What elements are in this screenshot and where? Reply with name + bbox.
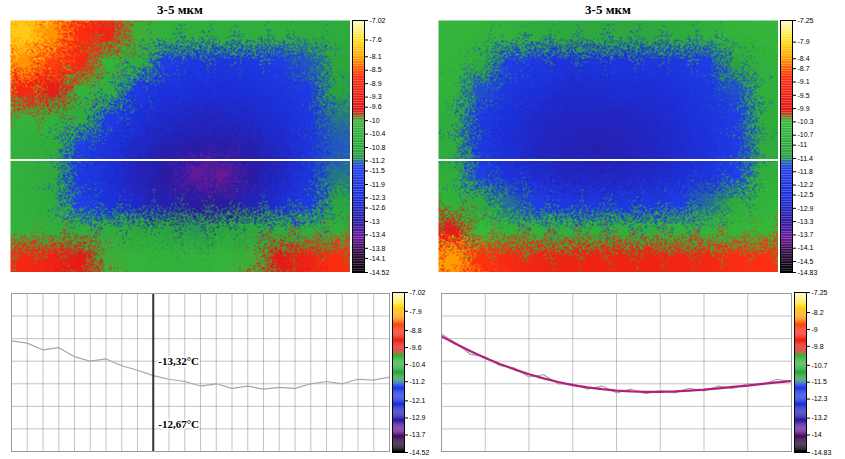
- svg-text:-7.9: -7.9: [798, 38, 810, 45]
- svg-text:-11.8: -11.8: [798, 168, 814, 175]
- svg-text:-11.5: -11.5: [812, 378, 828, 385]
- svg-text:-11.2: -11.2: [410, 378, 426, 385]
- svg-text:-9.3: -9.3: [370, 93, 382, 100]
- svg-text:-11.5: -11.5: [370, 167, 386, 174]
- svg-text:-8.8: -8.8: [410, 327, 422, 334]
- svg-text:-9.1: -9.1: [798, 78, 810, 85]
- svg-text:-13.7: -13.7: [410, 431, 426, 438]
- svg-text:-7.02: -7.02: [370, 17, 386, 24]
- svg-text:-9: -9: [812, 326, 818, 333]
- svg-text:-8.5: -8.5: [370, 66, 382, 73]
- svg-text:-13,32°C: -13,32°C: [158, 355, 199, 367]
- svg-text:-7.25: -7.25: [798, 17, 814, 24]
- html-text:3-5 мкм: 3-5 мкм: [157, 2, 203, 17]
- svg-text:-7.02: -7.02: [410, 289, 426, 296]
- svg-text:-11.2: -11.2: [370, 157, 386, 164]
- svg-text:-8.1: -8.1: [370, 53, 382, 60]
- svg-text:-13.2: -13.2: [812, 414, 828, 421]
- svg-text:-12.3: -12.3: [812, 395, 828, 402]
- svg-text:-9.5: -9.5: [798, 92, 810, 99]
- svg-text:-12.3: -12.3: [370, 194, 386, 201]
- svg-text:-13.7: -13.7: [798, 231, 814, 238]
- svg-text:-9.8: -9.8: [812, 343, 824, 350]
- svg-text:-12.6: -12.6: [370, 204, 386, 211]
- svg-text:-11.9: -11.9: [370, 181, 386, 188]
- svg-text:-7.9: -7.9: [410, 308, 422, 315]
- svg-text:-9.6: -9.6: [410, 344, 422, 351]
- svg-text:-7.6: -7.6: [370, 36, 382, 43]
- svg-text:-12,67°C: -12,67°C: [158, 418, 199, 430]
- svg-text:-8.4: -8.4: [798, 55, 810, 62]
- svg-text:-7.25: -7.25: [812, 289, 828, 296]
- svg-text:-13.4: -13.4: [370, 231, 386, 238]
- svg-text:-10.4: -10.4: [370, 130, 386, 137]
- svg-text:-12.2: -12.2: [798, 181, 814, 188]
- svg-text:-11: -11: [798, 141, 808, 148]
- svg-text:-14.1: -14.1: [798, 244, 814, 251]
- svg-text:-10.7: -10.7: [812, 362, 828, 369]
- svg-text:-9.9: -9.9: [798, 105, 810, 112]
- svg-text:-14.83: -14.83: [812, 449, 832, 456]
- svg-text:-12.5: -12.5: [798, 191, 814, 198]
- svg-text:-10.3: -10.3: [798, 118, 814, 125]
- svg-text:-10: -10: [370, 117, 380, 124]
- svg-text:-12.1: -12.1: [410, 397, 426, 404]
- svg-text:-11.4: -11.4: [798, 155, 814, 162]
- svg-text:-10.8: -10.8: [370, 144, 386, 151]
- svg-text:-13: -13: [370, 218, 380, 225]
- svg-text:-12.9: -12.9: [798, 205, 814, 212]
- svg-text:-10.4: -10.4: [410, 361, 426, 368]
- svg-text:-8.2: -8.2: [812, 309, 824, 316]
- svg-text:-14.5: -14.5: [798, 258, 814, 265]
- svg-text:-13.3: -13.3: [798, 218, 814, 225]
- html-text:3-5 мкм: 3-5 мкм: [585, 2, 631, 17]
- svg-text:-10.7: -10.7: [798, 131, 814, 138]
- svg-text:-14: -14: [812, 431, 822, 438]
- svg-text:-8.9: -8.9: [370, 80, 382, 87]
- svg-text:-12.9: -12.9: [410, 414, 426, 421]
- svg-text:-14.52: -14.52: [410, 449, 430, 456]
- svg-text:-14.83: -14.83: [798, 269, 818, 276]
- svg-text:-8.7: -8.7: [798, 65, 810, 72]
- svg-text:-14.1: -14.1: [370, 255, 386, 262]
- svg-text:-13.8: -13.8: [370, 245, 386, 252]
- svg-text:-9.6: -9.6: [370, 103, 382, 110]
- svg-text:-14.52: -14.52: [370, 269, 390, 276]
